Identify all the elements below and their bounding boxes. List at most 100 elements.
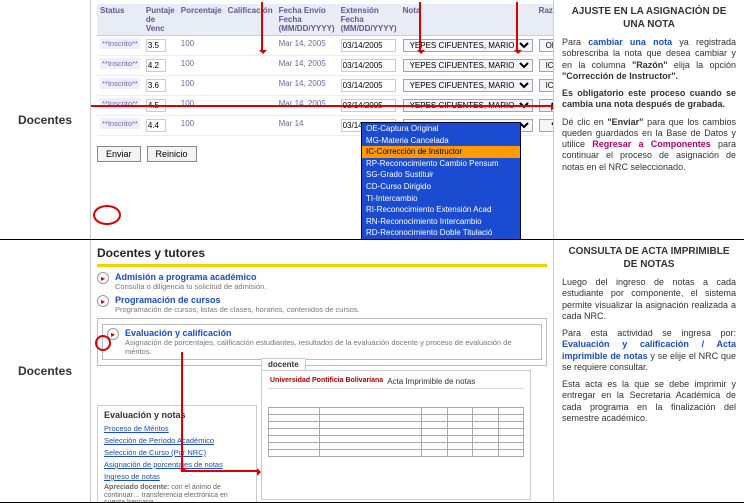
- grades-area: Status Puntaje de Venc Porcentaje Califi…: [90, 0, 554, 239]
- dropdown-option[interactable]: RD-Reconocimiento Doble Titulació: [362, 227, 520, 239]
- pct-cell: 100: [178, 116, 225, 136]
- nav-title: Admisión a programa académico: [115, 272, 266, 282]
- eval-link[interactable]: Proceso de Méritos: [104, 424, 250, 433]
- dropdown-option[interactable]: OE-Captura Original: [362, 123, 520, 135]
- date-cell: Mar 14, 2005: [276, 56, 338, 76]
- help-top-p3: Dé clic en "Enviar" para que los cambios…: [562, 117, 736, 173]
- pct-cell: 100: [178, 56, 225, 76]
- nav-desc: Asignación de porcentajes, calificación …: [125, 338, 537, 356]
- acta-panel: Universidad Pontificia Bolivariana Acta …: [261, 370, 531, 500]
- nav-desc: Programación de cursos, listas de clases…: [115, 305, 360, 314]
- bottom-area: Docentes y tutores ▸ Admisión a programa …: [90, 240, 554, 502]
- table-row: **Inscrito** 100 Mar 14, 2005 YEPES CIFUENT…: [97, 36, 554, 56]
- help-bottom-p1: Luego del ingreso de notas a cada estudi…: [562, 277, 736, 322]
- score-input[interactable]: [146, 59, 166, 72]
- eval-link[interactable]: Selección de Curso (Por NRC): [104, 448, 250, 457]
- help-bottom-p2: Para esta actividad se ingresa por: Eval…: [562, 328, 736, 373]
- eval-panel: Evaluación y notas Proceso de Méritos Sel…: [97, 405, 257, 502]
- dropdown-option[interactable]: IC-Corrección de Instructor: [362, 146, 520, 158]
- help-bottom: CONSULTA DE ACTA IMPRIMIBLE DE NOTAS Lue…: [554, 240, 744, 502]
- help-bottom-title: CONSULTA DE ACTA IMPRIMIBLE DE NOTAS: [562, 246, 736, 271]
- grades-table: Status Puntaje de Venc Porcentaje Califi…: [97, 4, 554, 136]
- tab-docente[interactable]: docente: [261, 358, 306, 370]
- dropdown-option[interactable]: TI-Intercambio: [362, 193, 520, 205]
- label-docentes-top: Docentes: [0, 0, 90, 239]
- score-input[interactable]: [146, 39, 166, 52]
- th-ext: Extensión Fecha (MM/DD/YYYY): [338, 4, 400, 36]
- reason-dropdown-open[interactable]: OE-Captura OriginalMG-Materia CanceladaI…: [361, 122, 521, 239]
- help-top-title: AJUSTE EN LA ASIGNACIÓN DE UNA NOTA: [562, 6, 736, 31]
- bullet-icon: ▸: [97, 272, 109, 284]
- student-select[interactable]: YEPES CIFUENTES, MARIO: [403, 99, 533, 112]
- help-bottom-p3: Esta acta es la que se debe imprimir y e…: [562, 379, 736, 424]
- acta-table: [268, 407, 524, 457]
- pct-cell: 100: [178, 96, 225, 116]
- ext-date-input[interactable]: [341, 59, 396, 72]
- reason-select[interactable]: IC-Corrección de Instructor: [539, 59, 554, 72]
- nav-item[interactable]: ▸ Programación de cursosProgramación de c…: [97, 293, 547, 316]
- reason-select[interactable]: IC-Corrección de Instructor: [539, 79, 554, 92]
- table-row: **Inscrito** 100 Mar 14, 2005 YEPES CIFUENT…: [97, 56, 554, 76]
- status-badge: **Inscrito**: [100, 38, 140, 49]
- dropdown-option[interactable]: MG-Materia Cancelada: [362, 135, 520, 147]
- help-top-p2: Es obligatorio este proceso cuando se ca…: [562, 88, 736, 111]
- eval-panel-title: Evaluación y notas: [104, 410, 250, 420]
- dropdown-option[interactable]: CD-Curso Dirigido: [362, 181, 520, 193]
- row-top: Docentes Status Puntaje de Venc Porcenta…: [0, 0, 744, 240]
- bullet-icon: ▸: [97, 295, 109, 307]
- eval-link[interactable]: Ingreso de notas: [104, 472, 250, 481]
- circle-enviar: [93, 205, 121, 225]
- acta-title: Acta Imprimible de notas: [387, 377, 475, 386]
- yellow-bar: [97, 264, 547, 267]
- help-top-p1: Para cambiar una nota ya registrada sobr…: [562, 37, 736, 82]
- th-status: Status: [97, 4, 143, 36]
- row-bottom: Docentes Docentes y tutores ▸ Admisión a …: [0, 240, 744, 503]
- table-row: **Inscrito** 100 Mar 14, 2005 YEPES CIFUENT…: [97, 96, 554, 116]
- link-regresar-componentes[interactable]: Regresar a Componentes: [592, 139, 711, 149]
- th-calif: Calificación: [225, 4, 276, 36]
- student-select[interactable]: YEPES CIFUENTES, MARIO: [403, 59, 533, 72]
- dropdown-option[interactable]: RI-Reconocimiento Extensión Acad: [362, 204, 520, 216]
- upb-logo: Universidad Pontificia Bolivariana: [270, 378, 383, 384]
- th-fecha: Fecha Envío Fecha (MM/DD/YYYY): [276, 4, 338, 36]
- nav-desc: Consulta o diligencia tu solicitud de ad…: [115, 282, 266, 291]
- status-badge: **Inscrito**: [100, 58, 140, 69]
- reason-select[interactable]: [539, 99, 554, 112]
- dropdown-option[interactable]: RP-Reconocimiento Cambio Pensum: [362, 158, 520, 170]
- eval-link[interactable]: Selección de Período Académico: [104, 436, 250, 445]
- dropdown-option[interactable]: RN-Reconocimiento Intercambio: [362, 216, 520, 228]
- score-input[interactable]: [146, 99, 166, 112]
- ext-date-input[interactable]: [341, 99, 396, 112]
- bullet-icon: ▸: [107, 328, 119, 340]
- th-razon: Razón: [536, 4, 554, 36]
- nav-title: Evaluación y calificación: [125, 328, 537, 338]
- reason-select[interactable]: OE-Captura Original: [539, 39, 554, 52]
- student-select[interactable]: YEPES CIFUENTES, MARIO: [403, 39, 533, 52]
- pct-cell: 100: [178, 36, 225, 56]
- ext-date-input[interactable]: [341, 39, 396, 52]
- status-badge: **Inscrito**: [100, 98, 140, 109]
- nav-item[interactable]: ▸ Admisión a programa académicoConsulta o…: [97, 270, 547, 293]
- student-select[interactable]: YEPES CIFUENTES, MARIO: [403, 79, 533, 92]
- eval-note: Apreciado docente: con el ánimo de conti…: [104, 484, 250, 502]
- eval-link[interactable]: Asignación de porcentajes de notas: [104, 460, 250, 469]
- enviar-button[interactable]: Enviar: [97, 146, 141, 162]
- nav-item[interactable]: ▸ Evaluación y calificaciónAsignación de …: [102, 324, 542, 360]
- status-badge: **Inscrito**: [100, 118, 140, 129]
- ext-date-input[interactable]: [341, 79, 396, 92]
- reinicio-button[interactable]: Reinicio: [147, 146, 197, 162]
- th-puntaje: Puntaje de Venc: [143, 4, 178, 36]
- score-input[interactable]: [146, 119, 166, 132]
- date-cell: Mar 14, 2005: [276, 36, 338, 56]
- page: Docentes Status Puntaje de Venc Porcenta…: [0, 0, 744, 503]
- score-input[interactable]: [146, 79, 166, 92]
- link-cambiar-nota[interactable]: cambiar una nota: [588, 37, 672, 47]
- th-pct: Porcentaje: [178, 4, 225, 36]
- section-title: Docentes y tutores: [97, 246, 547, 260]
- date-cell: Mar 14, 2005: [276, 96, 338, 116]
- reason-select[interactable]: [539, 119, 554, 132]
- dropdown-option[interactable]: SG-Grado Sustituir: [362, 169, 520, 181]
- date-cell: Mar 14: [276, 116, 338, 136]
- label-docentes-bottom: Docentes: [0, 240, 90, 502]
- nav-title: Programación de cursos: [115, 295, 360, 305]
